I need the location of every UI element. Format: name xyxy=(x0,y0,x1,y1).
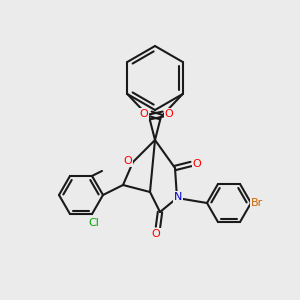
Text: Br: Br xyxy=(251,198,263,208)
Text: Cl: Cl xyxy=(88,218,99,228)
Text: O: O xyxy=(124,156,132,166)
Text: O: O xyxy=(152,229,160,239)
Text: O: O xyxy=(140,109,148,119)
Text: O: O xyxy=(165,109,173,119)
Text: O: O xyxy=(193,159,201,169)
Text: N: N xyxy=(174,192,182,202)
